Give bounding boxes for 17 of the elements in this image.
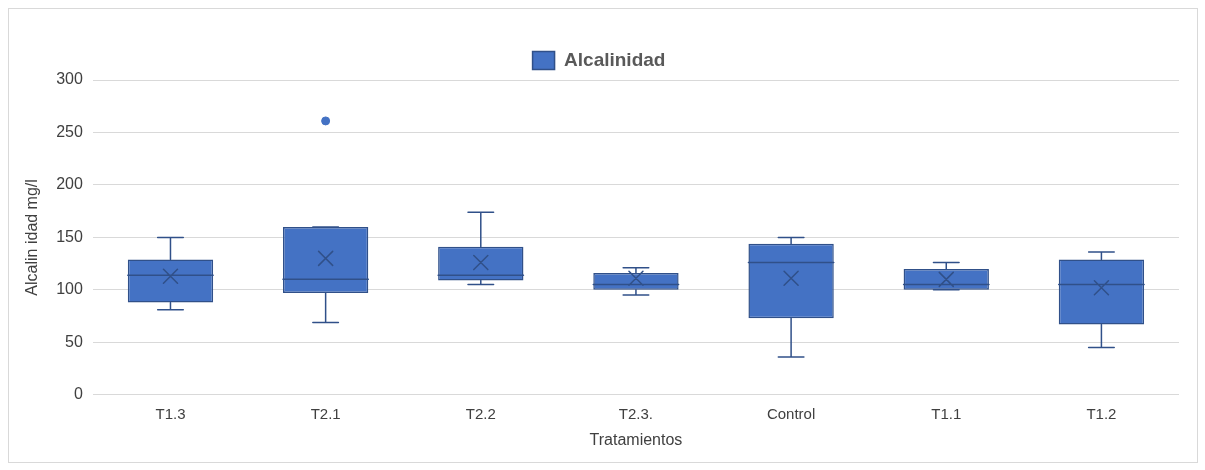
x-tick-label: T2.2	[465, 404, 496, 422]
x-tick-label: T1.3	[155, 404, 186, 422]
legend-label: Alcalinidad	[564, 48, 666, 70]
y-tick-label: 300	[56, 70, 83, 88]
y-tick-label: 50	[65, 332, 83, 350]
x-axis-title: Tratamientos	[589, 430, 683, 448]
y-tick-label: 150	[56, 227, 83, 245]
x-tick-label: T2.3.	[618, 404, 654, 422]
x-tick-label: T1.2	[1086, 404, 1117, 422]
x-tick-label: T1.1	[931, 404, 962, 422]
y-axis-title: Alcalin idad mg/l	[23, 179, 41, 296]
y-tick-label: 250	[56, 122, 83, 140]
y-tick-label: 100	[56, 280, 83, 298]
y-tick-label: 0	[73, 385, 83, 403]
x-tick-label: Control	[766, 404, 816, 422]
x-tick-label: T2.1	[310, 404, 341, 422]
y-tick-label: 200	[56, 175, 83, 193]
